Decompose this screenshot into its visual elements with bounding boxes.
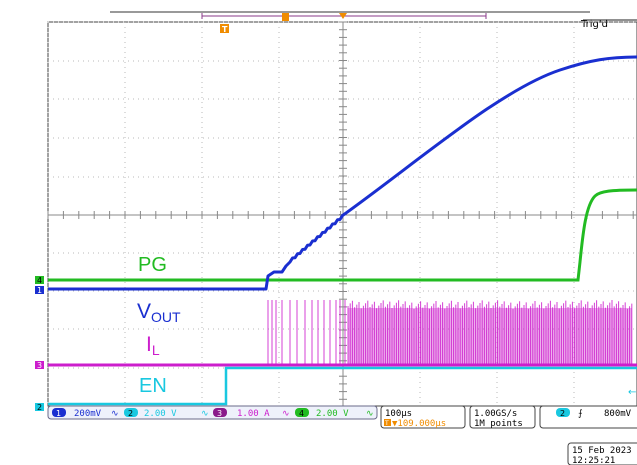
channel-readout-bar[interactable]: 1 200mV ∿ 2 2.00 V ∿ 3 1.00 A ∿ 4 2.00 V… [47, 405, 378, 420]
svg-text:200mV: 200mV [74, 409, 102, 419]
svg-text:2: 2 [37, 403, 42, 412]
en-trace [48, 366, 637, 406]
il-pulse-envelope [348, 308, 632, 364]
acquisition-readout[interactable]: 1.00GS/s 1M points [469, 405, 536, 429]
svg-text:1.00 A: 1.00 A [237, 409, 270, 419]
datetime-readout: 15 Feb 2023 12:25:21 [567, 442, 637, 465]
svg-text:∿: ∿ [366, 409, 374, 419]
pg-label: PG [138, 254, 167, 276]
svg-text:T: T [384, 420, 389, 427]
svg-text:2.00 V: 2.00 V [144, 409, 177, 419]
svg-text:2: 2 [128, 409, 133, 418]
svg-text:4: 4 [299, 409, 304, 418]
trigger-position-marker[interactable]: T [220, 24, 229, 34]
svg-text:1: 1 [56, 409, 61, 418]
svg-text:∿: ∿ [111, 409, 119, 419]
trigger-slope-icon: ⨍ [578, 409, 583, 419]
svg-text:3: 3 [37, 361, 42, 370]
trigger-level: 800mV [604, 409, 632, 419]
channel-marker-ch1[interactable]: 1 [35, 286, 44, 295]
channel-marker-ch4[interactable]: 4 [35, 276, 44, 285]
svg-text:4: 4 [37, 276, 42, 285]
svg-text:∿: ∿ [282, 409, 290, 419]
timebase-readout[interactable]: 100µs T ▼109.000µs [380, 405, 466, 429]
vout-label: VOUT [137, 300, 181, 325]
ch2-readout[interactable]: 2 2.00 V ∿ [124, 408, 209, 419]
pg-trace [48, 188, 637, 282]
ch4-readout[interactable]: 4 2.00 V ∿ [295, 408, 374, 419]
waveforms [48, 55, 637, 406]
record-view-bar: Trig'd [110, 11, 637, 30]
ch1-readout[interactable]: 1 200mV ∿ [52, 408, 119, 419]
timebase-scale: 100µs [385, 409, 412, 419]
trigger-position-icon [384, 419, 391, 426]
svg-text:2.00 V: 2.00 V [316, 409, 349, 419]
sample-rate: 1.00GS/s [474, 409, 517, 419]
svg-text:∿: ∿ [201, 409, 209, 419]
offscreen-arrow-icon: ← [628, 387, 636, 398]
svg-text:3: 3 [217, 409, 222, 418]
il-switching-pulses [267, 300, 633, 365]
trigger-status: Trig'd [580, 19, 608, 30]
il-label: IL [146, 333, 160, 358]
en-label: EN [139, 375, 167, 397]
channel-marker-ch2[interactable]: 2 [35, 403, 44, 412]
record-length: 1M points [474, 419, 523, 429]
trigger-position-label: T [222, 25, 228, 34]
record-trigger-icon [282, 13, 289, 21]
timebase-position: ▼109.000µs [392, 419, 446, 429]
date: 15 Feb 2023 [572, 446, 632, 456]
svg-text:1: 1 [37, 286, 42, 295]
center-marker-icon [339, 13, 347, 19]
ch3-readout[interactable]: 3 1.00 A ∿ [213, 408, 290, 419]
time: 12:25:21 [572, 456, 615, 465]
trigger-readout[interactable]: 2 ⨍ 800mV [539, 405, 637, 429]
trigger-source: 2 [560, 409, 565, 418]
channel-marker-ch3[interactable]: 3 [35, 361, 44, 370]
vout-trace [48, 55, 637, 291]
